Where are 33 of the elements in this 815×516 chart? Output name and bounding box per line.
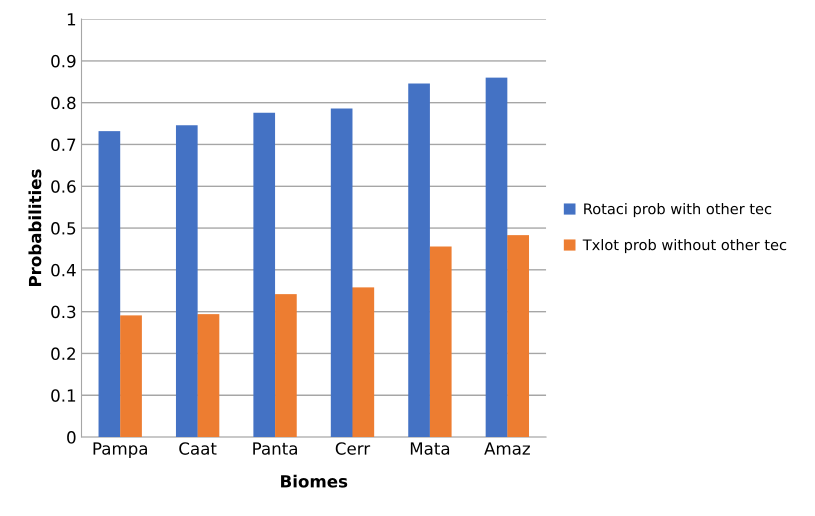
bar	[98, 131, 120, 438]
y-tick-label: 1	[68, 13, 76, 26]
bar	[408, 83, 430, 438]
y-tick-label: 0.5	[51, 222, 76, 235]
y-tick-label: 0.3	[51, 306, 76, 318]
legend-label: Txlot prob without other tec	[582, 239, 786, 254]
bar	[253, 112, 276, 438]
x-tick-label: Caat	[179, 442, 217, 455]
bar	[430, 246, 452, 438]
y-tick-label: 0.2	[51, 347, 75, 360]
y-tick-label: 0.6	[51, 180, 76, 193]
x-tick-label: Amaz	[484, 442, 530, 455]
bar	[176, 125, 198, 438]
y-tick-label: 0.1	[51, 389, 76, 402]
y-axis-title: Probabilities	[28, 169, 42, 286]
bar	[352, 287, 374, 438]
x-tick-label: Mata	[410, 442, 450, 455]
y-tick-label: 0.9	[51, 54, 76, 68]
bar	[486, 78, 508, 438]
bar	[275, 294, 297, 438]
legend-label: Rotaci prob with other tec	[584, 203, 772, 218]
x-axis-title: Biomes	[281, 474, 348, 488]
x-tick-label: Cerr	[336, 442, 370, 455]
x-tick-label: Panta	[253, 442, 297, 455]
y-tick-label: 0	[67, 431, 76, 444]
bar	[330, 108, 352, 438]
bar	[507, 235, 530, 438]
bar	[198, 314, 220, 438]
x-tick-label: Pampa	[94, 442, 147, 458]
bar	[120, 315, 142, 438]
y-tick-label: 0.8	[51, 96, 76, 110]
y-tick-label: 0.4	[51, 264, 76, 276]
y-tick-label: 0.7	[51, 138, 76, 152]
